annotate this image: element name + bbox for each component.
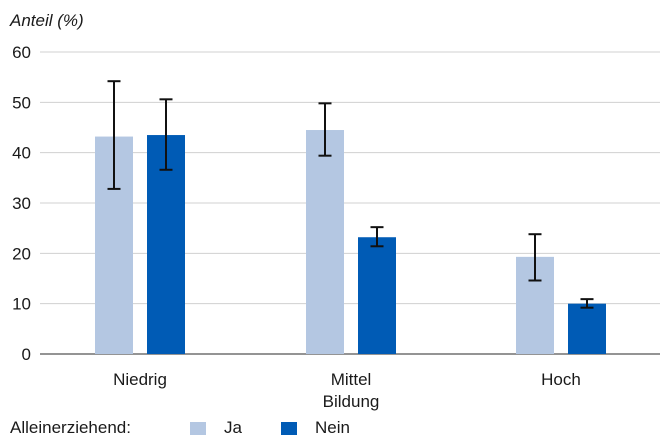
x-tick-label: Niedrig	[113, 370, 167, 389]
legend-label-ja: Ja	[224, 418, 243, 436]
y-tick-label: 20	[12, 244, 31, 263]
y-tick-label: 40	[12, 144, 31, 163]
error-bar-ja-hoch	[528, 233, 542, 282]
error-bar-nein-hoch	[580, 298, 594, 309]
y-tick-label: 60	[12, 43, 31, 62]
bar-nein-mittel	[358, 237, 396, 354]
error-bar-ja-niedrig	[107, 80, 121, 190]
x-tick-label: Mittel	[331, 370, 372, 389]
legend-swatch-nein	[281, 422, 297, 435]
legend: Alleinerziehend: Ja Nein	[10, 418, 350, 437]
y-tick-label: 50	[12, 93, 31, 112]
bar-ja-mittel	[306, 130, 344, 354]
error-bars	[107, 80, 594, 309]
y-tick-label: 30	[12, 194, 31, 213]
bar-nein-hoch	[568, 303, 606, 354]
legend-label-nein: Nein	[315, 418, 350, 436]
error-bar-nein-mittel	[370, 226, 384, 248]
y-axis-label: Anteil (%)	[9, 11, 84, 30]
bars	[95, 130, 606, 354]
error-bar-ja-mittel	[318, 102, 332, 157]
legend-title: Alleinerziehend:	[10, 418, 131, 436]
x-tick-labels: Niedrig Mittel Hoch	[113, 370, 581, 389]
error-bar-nein-niedrig	[159, 98, 173, 171]
y-tick-label: 0	[22, 345, 31, 364]
legend-swatch-ja	[190, 422, 206, 435]
y-tick-labels: 0 10 20 30 40 50 60	[12, 43, 31, 364]
bar-nein-niedrig	[147, 135, 185, 354]
gridlines	[40, 51, 660, 355]
x-axis-label: Bildung	[323, 392, 380, 411]
y-tick-label: 10	[12, 295, 31, 314]
x-tick-label: Hoch	[541, 370, 581, 389]
